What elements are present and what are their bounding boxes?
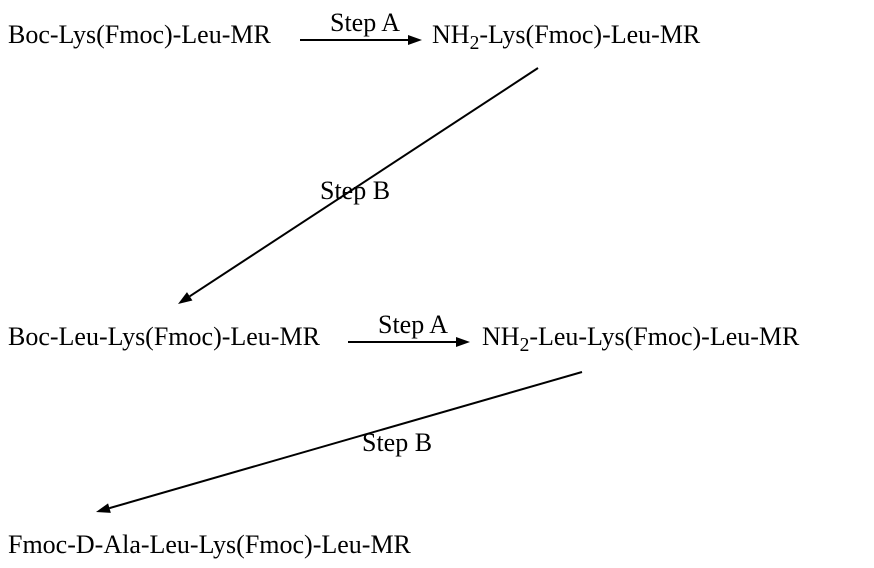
compound-2: NH2-Lys(Fmoc)-Leu-MR	[432, 20, 700, 50]
arrow-step-b-2	[0, 0, 874, 568]
arrow-step-a-1	[0, 0, 874, 568]
compound-3: Boc-Leu-Lys(Fmoc)-Leu-MR	[8, 322, 320, 352]
compound-4-subscript: 2	[520, 335, 530, 356]
compound-4-suffix: -Leu-Lys(Fmoc)-Leu-MR	[529, 322, 799, 351]
arrow-step-a-2	[0, 0, 874, 568]
step-b-label-1: Step B	[320, 176, 390, 206]
compound-1: Boc-Lys(Fmoc)-Leu-MR	[8, 20, 271, 50]
compound-2-suffix: -Lys(Fmoc)-Leu-MR	[479, 20, 700, 49]
step-a-label-1: Step A	[330, 8, 400, 38]
compound-2-prefix: NH	[432, 20, 470, 49]
compound-2-subscript: 2	[470, 33, 480, 54]
compound-5: Fmoc-D-Ala-Leu-Lys(Fmoc)-Leu-MR	[8, 530, 411, 560]
arrow-step-b-1	[0, 0, 874, 568]
step-a-label-2: Step A	[378, 310, 448, 340]
step-b-label-2: Step B	[362, 428, 432, 458]
compound-4: NH2-Leu-Lys(Fmoc)-Leu-MR	[482, 322, 799, 352]
compound-4-prefix: NH	[482, 322, 520, 351]
